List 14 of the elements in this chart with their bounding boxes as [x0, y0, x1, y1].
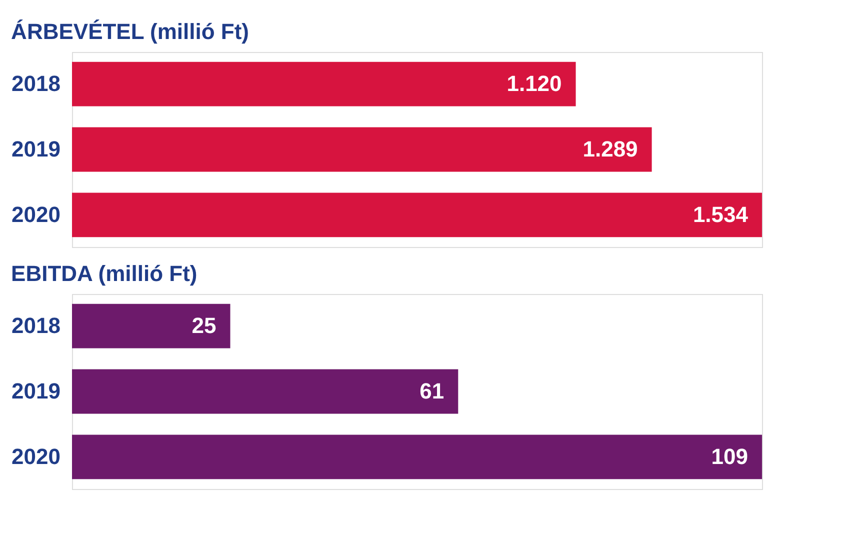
y-tick-label: 2018 — [12, 313, 60, 338]
data-label: 1.534 — [692, 202, 749, 227]
data-label: 109 — [711, 444, 748, 469]
data-label: 25 — [192, 313, 216, 338]
y-tick-label: 2020 — [12, 202, 60, 227]
y-tick-label: 2019 — [12, 136, 60, 162]
y-tick-label: 2020 — [12, 444, 60, 469]
chart-title: EBITDA (millió Ft) — [11, 261, 198, 286]
y-tick-label: 2018 — [12, 71, 60, 96]
y-tick-label: 2019 — [12, 378, 60, 404]
data-label: 61 — [420, 378, 444, 404]
data-label: 1.289 — [582, 136, 638, 162]
data-label: 1.120 — [506, 71, 562, 96]
chart-title: ÁRBEVÉTEL (millió Ft) — [11, 19, 249, 44]
